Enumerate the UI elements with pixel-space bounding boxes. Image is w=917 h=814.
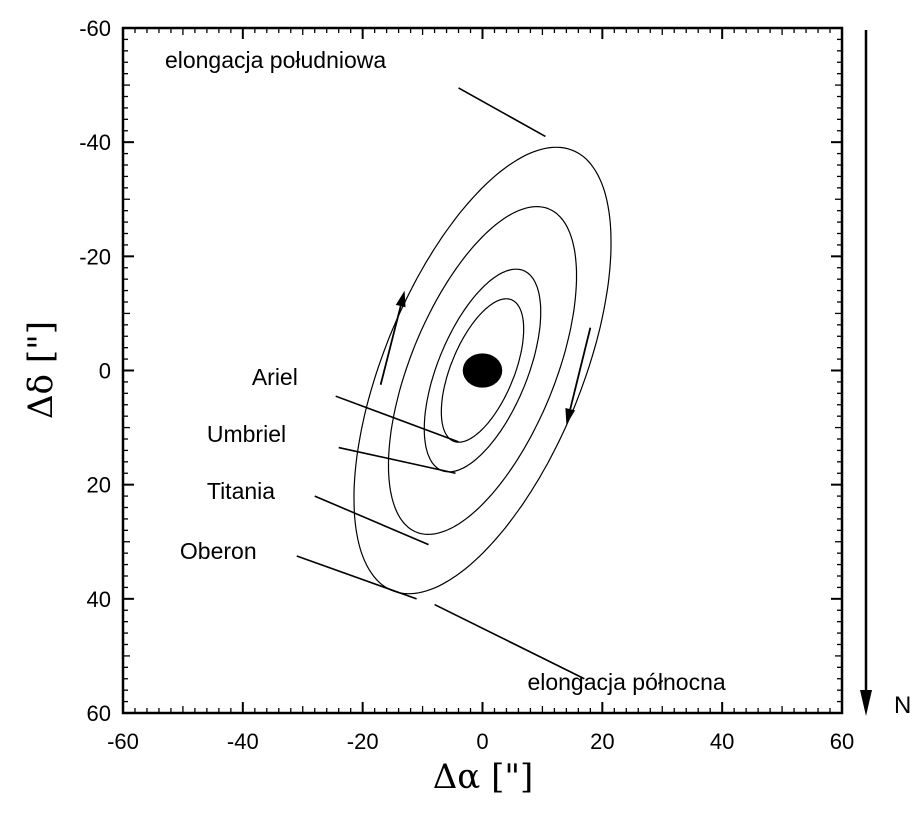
x-tick-label: -40	[227, 729, 259, 754]
annotation-label: Ariel	[252, 364, 298, 390]
annotation-pointer	[296, 555, 417, 600]
y-tick-label: -20	[79, 244, 111, 269]
annotation-pointer	[335, 395, 459, 443]
rotation-arrow-head	[565, 408, 576, 425]
annotation-label: Umbriel	[207, 421, 286, 447]
rotation-arrow-head	[395, 290, 406, 308]
annotation-labels: elongacja południowa elongacja północna Ar…	[165, 47, 726, 695]
y-tick-label: 20	[87, 473, 111, 498]
x-tick-label: -20	[347, 729, 379, 754]
annotation-pointer	[314, 495, 429, 546]
annotation-label: elongacja południowa	[165, 47, 386, 73]
orbit-ariel	[440, 298, 525, 443]
x-tick-label: 40	[710, 729, 734, 754]
y-axis-title: Δδ ["]	[21, 321, 61, 419]
orbit-group	[353, 146, 612, 595]
north-arrow-head	[860, 690, 872, 716]
annotation-label: Titania	[207, 478, 275, 504]
y-tick-label: -60	[79, 16, 111, 41]
y-tick-label: 60	[87, 701, 111, 726]
plot-frame	[121, 26, 844, 715]
annotation-pointer	[338, 446, 456, 475]
x-tick-label: 60	[830, 729, 854, 754]
orbit-titania	[387, 205, 578, 536]
y-tick-label: -40	[79, 130, 111, 155]
annotation-pointer	[434, 603, 585, 680]
y-tick-label: 0	[99, 359, 111, 384]
x-axis-title: Δα ["]	[433, 757, 534, 797]
north-label: N	[894, 692, 911, 719]
rotation-arrow-line	[569, 327, 592, 410]
rotation-arrows	[379, 290, 592, 425]
x-tick-label: 0	[476, 729, 488, 754]
x-tick-label: 20	[590, 729, 614, 754]
annotation-pointer	[458, 87, 546, 138]
uranus-disc	[462, 353, 503, 388]
rotation-arrow-line	[379, 305, 402, 385]
annotation-label: Oberon	[180, 538, 257, 564]
annotation-pointers	[296, 87, 585, 680]
y-tick-label: 40	[87, 587, 111, 612]
tick-labels: -60 -40 -20 0 20 40 60 -60 -40 -20 0 20 40 60	[79, 16, 854, 754]
x-tick-label: -60	[107, 729, 139, 754]
annotation-label: elongacja północna	[527, 669, 725, 695]
